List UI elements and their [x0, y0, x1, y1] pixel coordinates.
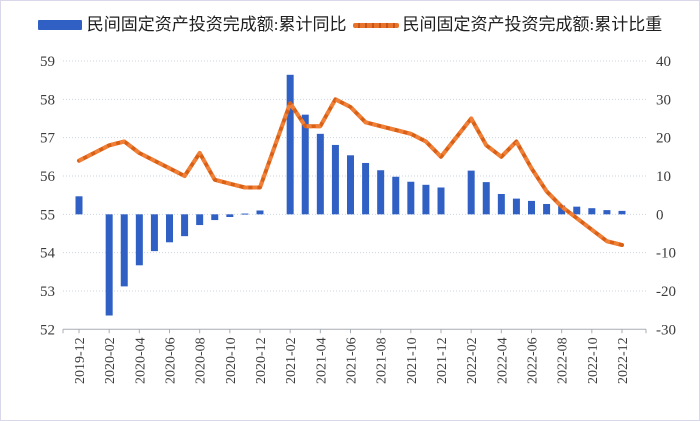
bar-2020-02 — [105, 214, 113, 316]
bar-2020-05 — [150, 214, 158, 252]
bar-2022-06 — [528, 200, 535, 215]
legend-line-label: 民间固定资产投资完成额:累计比重 — [402, 15, 663, 34]
bar-2020-08 — [196, 214, 204, 226]
bar-2019-12 — [75, 196, 83, 215]
legend-item-line-series: 民间固定资产投资完成额:累计比重 — [347, 15, 663, 35]
bar-2022-11 — [603, 210, 611, 215]
left-axis-label: 52 — [40, 322, 55, 338]
right-axis-label: -20 — [656, 284, 676, 300]
bar-2020-03 — [120, 214, 128, 287]
x-axis-label: 2021-10 — [405, 337, 420, 384]
left-axis-label: 54 — [40, 246, 56, 262]
bar-2022-10 — [588, 208, 596, 215]
bar-2022-03 — [482, 182, 490, 215]
left-axis-label: 59 — [40, 54, 55, 70]
left-axis-label: 57 — [40, 131, 56, 147]
left-axis-label: 58 — [40, 92, 55, 108]
line-series-swatch-icon — [352, 22, 399, 28]
x-axis-label: 2021-12 — [435, 337, 450, 384]
bar-2020-06 — [166, 214, 173, 243]
right-axis-label: 30 — [656, 92, 671, 108]
bar-2021-02 — [286, 74, 294, 215]
bar-2020-11 — [241, 213, 249, 215]
bar-2021-09 — [392, 176, 400, 215]
x-axis-label: 2021-06 — [345, 337, 360, 384]
right-axis-label: -10 — [656, 246, 676, 262]
bar-2021-11 — [422, 184, 430, 215]
bar-2020-10 — [226, 214, 234, 218]
x-axis-label: 2022-08 — [556, 337, 571, 384]
x-axis-label: 2020-10 — [224, 337, 239, 384]
x-axis-label: 2022-06 — [526, 337, 541, 384]
x-axis-label: 2022-12 — [616, 337, 631, 384]
bar-2021-05 — [331, 144, 339, 215]
right-axis-label: 40 — [656, 54, 671, 70]
x-axis-label: 2020-02 — [103, 337, 118, 384]
bar-2022-09 — [573, 206, 581, 215]
bar-2020-07 — [181, 214, 189, 237]
x-axis-label: 2020-12 — [254, 337, 269, 384]
x-axis-label: 2022-04 — [495, 337, 510, 384]
left-axis-label: 55 — [40, 207, 55, 223]
bar-2021-07 — [362, 162, 370, 215]
x-axis-label: 2021-04 — [314, 337, 329, 384]
x-axis-label: 2021-08 — [375, 337, 390, 384]
bar-2022-12 — [618, 210, 626, 215]
bar-2021-03 — [301, 114, 309, 215]
x-axis-label: 2022-10 — [586, 337, 601, 384]
chart-legend: 民间固定资产投资完成额:累计同比 民间固定资产投资完成额:累计比重 — [1, 15, 699, 35]
left-axis-label: 56 — [40, 169, 56, 185]
bar-2021-08 — [377, 170, 385, 215]
bar-2020-04 — [135, 214, 143, 266]
x-axis-label: 2020-06 — [164, 337, 179, 384]
x-axis-label: 2022-02 — [465, 337, 480, 384]
bar-2021-04 — [316, 133, 324, 215]
bar-2022-02 — [467, 170, 475, 215]
bar-2022-04 — [497, 194, 505, 215]
legend-bar-label: 民间固定资产投资完成额:累计同比 — [86, 15, 347, 34]
bar-2020-09 — [211, 214, 219, 221]
bar-2022-08 — [558, 205, 566, 215]
left-axis-label: 53 — [40, 284, 55, 300]
bar-2022-05 — [512, 198, 520, 215]
legend-item-bar-series: 民间固定资产投资完成额:累计同比 — [37, 15, 347, 35]
x-axis-label: 2020-04 — [133, 337, 148, 384]
bar-2020-12 — [256, 210, 264, 215]
bar-2021-06 — [347, 155, 354, 215]
bar-2021-10 — [407, 181, 415, 215]
x-axis-label: 2019-12 — [73, 337, 88, 384]
x-axis-label: 2020-08 — [194, 337, 209, 384]
right-axis-label: 0 — [656, 207, 664, 223]
x-axis-label: 2021-02 — [284, 337, 299, 384]
bar-2022-07 — [543, 203, 551, 215]
right-axis-label: 20 — [656, 131, 671, 147]
bar-series-swatch-icon — [37, 20, 82, 30]
cumulative-share-line-dashes — [78, 97, 623, 247]
bar-2021-12 — [437, 187, 445, 215]
right-axis-label: -30 — [656, 322, 676, 338]
right-axis-label: 10 — [656, 169, 671, 185]
